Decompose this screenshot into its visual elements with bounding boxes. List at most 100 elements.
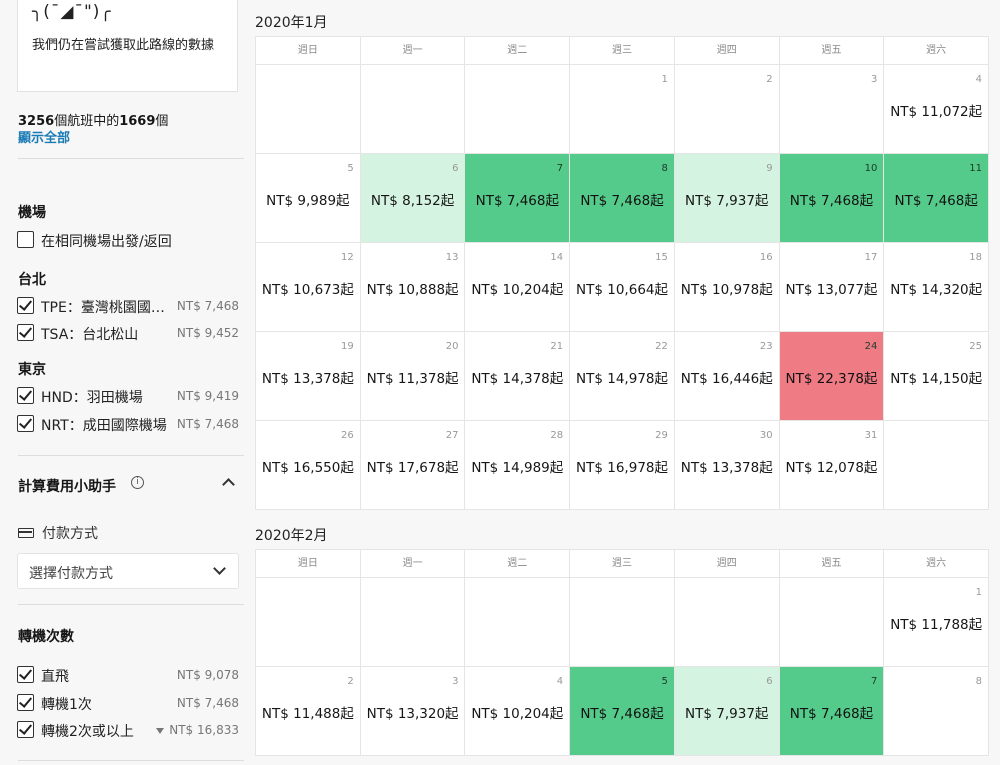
checkbox-label: TPE：臺灣桃園國際機場 [41,300,176,316]
airport-price: NT$ 7,468 [176,417,239,431]
day-cell[interactable]: 19 NT$ 13,378起 [256,332,361,421]
day-number: 26 [340,430,354,441]
cost-helper-title[interactable]: 計算費用小助手 [18,479,116,495]
empty-day-cell [570,578,675,667]
payment-method-select[interactable]: 選擇付款方式 [17,553,239,589]
day-cell[interactable]: 7 NT$ 7,468起 [465,154,571,243]
day-cell[interactable]: 31 NT$ 12,078起 [779,421,885,510]
weekday-label: 週四 [674,37,780,65]
day-price: NT$ 14,978起 [576,371,668,387]
day-cell[interactable]: 1 NT$ 11,788起 [884,578,990,667]
day-cell[interactable]: 15 NT$ 10,664起 [570,243,675,332]
empty-day-cell [360,65,466,154]
checkbox[interactable] [17,415,34,432]
airport-option-tpe[interactable]: TPE：臺灣桃園國際機場 NT$ 7,468 [17,296,241,316]
day-price: NT$ 7,937起 [685,706,769,722]
day-cell[interactable]: 22 NT$ 14,978起 [570,332,675,421]
chevron-up-icon[interactable] [222,478,235,491]
day-cell[interactable]: 2 NT$ 11,488起 [256,667,361,756]
day-cell[interactable]: 7 NT$ 7,468起 [779,667,885,756]
day-cell[interactable]: 20 NT$ 11,378起 [360,332,466,421]
weekday-label: 週二 [465,37,571,65]
checkbox[interactable] [17,387,34,404]
day-price: NT$ 7,468起 [789,193,874,209]
empty-day-cell [360,578,466,667]
day-price: NT$ 13,378起 [261,371,354,387]
day-price: NT$ 17,678起 [366,460,459,476]
day-cell[interactable]: 28 NT$ 14,989起 [465,421,571,510]
day-price: NT$ 13,320起 [366,706,459,722]
day-cell[interactable]: 30 NT$ 13,378起 [674,421,780,510]
airport-option-hnd[interactable]: HND：羽田機場 NT$ 9,419 [17,386,241,406]
day-number: 8 [975,676,983,687]
checkbox[interactable] [17,324,34,341]
day-cell[interactable]: 3 [779,65,885,154]
day-cell[interactable]: 25 NT$ 14,150起 [884,332,990,421]
day-number: 29 [655,430,668,441]
day-number: 10 [864,163,878,174]
divider [18,760,244,761]
day-cell[interactable]: 9 NT$ 7,937起 [674,154,780,243]
day-cell[interactable]: 17 NT$ 13,077起 [779,243,885,332]
empty-day-cell [465,65,571,154]
day-cell[interactable]: 23 NT$ 16,446起 [674,332,780,421]
day-cell[interactable]: 24 NT$ 22,378起 [779,332,885,421]
day-cell[interactable]: 26 NT$ 16,550起 [256,421,361,510]
day-cell[interactable]: 27 NT$ 17,678起 [360,421,466,510]
day-cell[interactable]: 4 NT$ 10,204起 [465,667,571,756]
checkbox[interactable] [17,721,34,738]
stops-option-direct[interactable]: 直飛 NT$ 9,078 [17,665,241,685]
weekday-label: 週四 [674,550,780,578]
day-cell[interactable]: 1 [570,65,675,154]
day-number: 6 [766,676,773,687]
checkbox[interactable] [17,231,34,248]
day-cell[interactable]: 18 NT$ 14,320起 [884,243,990,332]
day-price: NT$ 14,989起 [471,460,564,476]
day-cell[interactable]: 16 NT$ 10,978起 [674,243,780,332]
day-cell[interactable]: 3 NT$ 13,320起 [360,667,466,756]
shown-count: 1669 [119,114,156,129]
day-cell[interactable]: 4 NT$ 11,072起 [884,65,990,154]
day-cell[interactable]: 5 NT$ 7,468起 [570,667,675,756]
day-number: 1 [661,74,668,85]
day-cell[interactable]: 10 NT$ 7,468起 [779,154,885,243]
checkbox[interactable] [17,297,34,314]
same-airport-option[interactable]: 在相同機場出發/返回 [17,230,241,250]
day-cell[interactable]: 29 NT$ 16,978起 [570,421,675,510]
day-price: NT$ 7,468起 [894,193,978,209]
day-number: 7 [870,676,878,687]
day-cell[interactable]: 5 NT$ 9,989起 [256,154,361,243]
day-number: 13 [445,252,459,263]
checkbox-label: 直飛 [41,669,69,685]
airport-option-nrt[interactable]: NRT：成田國際機場 NT$ 7,468 [17,414,241,434]
day-cell[interactable]: 2 [674,65,780,154]
day-price: NT$ 11,072起 [890,104,983,120]
day-cell[interactable]: 13 NT$ 10,888起 [360,243,466,332]
day-price: NT$ 22,378起 [785,371,878,387]
checkbox[interactable] [17,666,34,683]
info-icon[interactable]: i [131,476,144,489]
day-cell[interactable]: 11 NT$ 7,468起 [884,154,990,243]
day-cell[interactable]: 8 [884,667,990,756]
day-number: 16 [759,252,773,263]
day-cell[interactable]: 6 NT$ 7,937起 [674,667,780,756]
stops-option-one[interactable]: 轉機1次 NT$ 7,468 [17,693,241,713]
calendar-week: 5 NT$ 9,989起 6 NT$ 8,152起 7 NT$ 7,468起 8 NT$ 7,… [256,154,990,243]
day-cell[interactable]: 6 NT$ 8,152起 [360,154,466,243]
payment-select-placeholder: 選擇付款方式 [29,566,113,582]
stops-option-two-plus[interactable]: 轉機2次或以上 NT$ 16,833 [17,720,241,740]
airport-option-tsa[interactable]: TSA：台北松山 NT$ 9,452 [17,323,241,343]
day-cell[interactable]: 21 NT$ 14,378起 [465,332,571,421]
checkbox[interactable] [17,694,34,711]
day-cell[interactable]: 8 NT$ 7,468起 [570,154,675,243]
day-cell[interactable]: 14 NT$ 10,204起 [465,243,571,332]
day-price: NT$ 7,468起 [580,193,664,209]
divider [18,158,244,159]
day-price: NT$ 7,468起 [580,706,664,722]
calendar-week: 2 NT$ 11,488起 3 NT$ 13,320起 4 NT$ 10,204起 5 NT$… [256,667,990,756]
payment-method-label: 付款方式 [42,526,98,542]
weekday-label: 週五 [779,37,885,65]
show-all-link[interactable]: 顯示全部 [18,131,71,146]
day-cell[interactable]: 12 NT$ 10,673起 [256,243,361,332]
day-price: NT$ 11,378起 [366,371,459,387]
